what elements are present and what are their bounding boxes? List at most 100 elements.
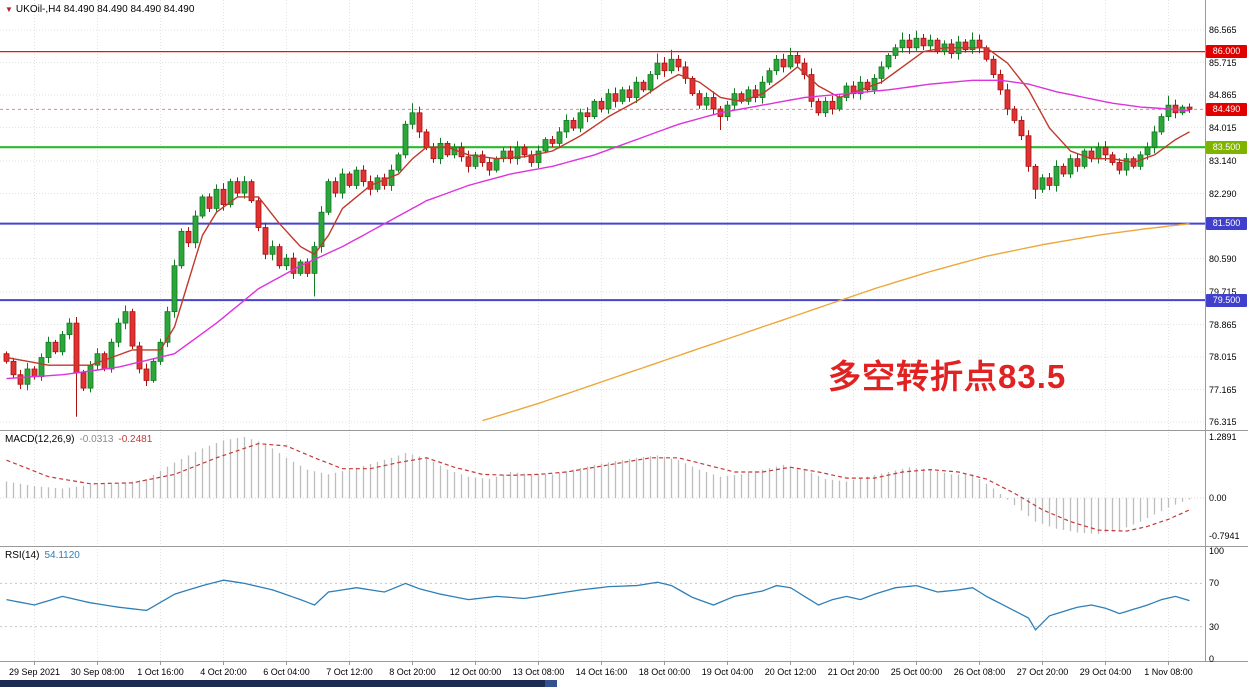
candle-body [563,120,570,133]
candle-body [17,374,24,385]
candle-body [248,181,255,202]
candle-body [675,58,682,68]
candle-body [1011,108,1018,121]
candle-body [269,246,276,255]
time-axis-label: 27 Oct 20:00 [1016,667,1069,677]
macd-signal-value: -0.2481 [118,434,153,445]
candle-body [465,156,472,167]
ma-slow-orange [482,223,1190,422]
candle-body [892,47,899,56]
time-axis-label: 1 Oct 16:00 [137,667,184,677]
price-axis-label: 82.290 [1209,188,1237,199]
candle-body [1165,104,1172,118]
candle-body [332,181,339,194]
rsi-pane [0,579,1205,631]
rsi-indicator-label: RSI(14) 54.1120 [5,550,80,561]
candle-body [577,112,584,129]
price-axis-label: 86.565 [1209,25,1237,35]
rsi-axis-label: 30 [1209,621,1220,632]
candle-body [192,215,199,244]
candle-body [773,58,780,72]
price-axis-label: 78.865 [1209,319,1237,330]
candle-body [171,265,178,313]
candle-body [1102,146,1109,156]
candle-body [241,181,248,194]
candle-body [822,100,829,114]
candle-body [108,341,115,370]
symbol-triangle-icon: ▼ [5,5,13,14]
candle-body [276,246,283,267]
candle-body [1186,106,1193,110]
candle-body [150,360,157,381]
ohlc-values: 84.490 84.490 84.490 84.490 [63,4,195,15]
candle-body [549,139,556,144]
candle-body [206,196,213,209]
candle-body [1123,158,1130,171]
price-axis-label: 79.715 [1209,287,1237,297]
taskbar-fragment [0,680,557,687]
candle-body [227,181,234,205]
candle-body [542,139,549,152]
time-axis-label: 30 Sep 08:00 [70,667,125,677]
candle-body [290,257,297,274]
candle-body [472,154,479,167]
candle-body [759,81,766,98]
candle-body [381,177,388,186]
candle-body [1144,146,1151,156]
candle-body [969,39,976,51]
candle-body [913,37,920,49]
price-badge: 84.490 [1206,102,1247,116]
price-axis-label: 85.715 [1209,57,1237,68]
chart-title: ▼ UKOil-,H4 84.490 84.490 84.490 84.490 [5,4,194,15]
macd-axis-label: -0.7941 [1209,530,1240,541]
time-axis-label: 14 Oct 16:00 [575,667,628,677]
candle-body [815,100,822,114]
time-axis-label: 18 Oct 00:00 [638,667,691,677]
candle-body [801,62,808,75]
candle-body [619,89,626,102]
candle-body [885,55,892,68]
candle-body [1046,177,1053,186]
candle-body [262,227,269,255]
candle-body [479,154,486,163]
candle-body [703,97,710,106]
candle-body [612,93,619,102]
price-badge: 79.500 [1206,293,1247,307]
candle-body [808,74,815,102]
time-axis-label: 26 Oct 08:00 [953,667,1006,677]
candle-body [661,62,668,72]
candle-body [899,39,906,49]
candle-body [444,142,451,156]
candle-body [45,341,52,358]
candle-body [920,37,927,47]
time-axis-label: 1 Nov 08:00 [1144,667,1193,677]
candle-body [514,146,521,160]
candle-body [997,74,1004,91]
taskbar-accent [545,680,557,687]
candle-body [780,58,787,68]
candle-body [927,39,934,47]
ma-fast-red [6,47,1190,366]
candle-body [199,196,206,217]
rsi-axis-label: 70 [1209,578,1220,589]
candle-body [990,58,997,75]
candle-body [38,357,45,378]
time-axis-label: 6 Oct 04:00 [263,667,310,677]
candle-body [185,230,192,244]
candle-body [59,334,66,353]
candle-body [843,85,850,98]
candle-body [486,162,493,171]
candle-body [906,39,913,49]
candle-body [213,188,220,209]
candle-body [395,154,402,171]
macd-pane [0,436,1205,534]
candle-body [976,39,983,49]
candle-body [10,360,17,376]
candle-body [507,150,514,160]
candle-body [346,173,353,186]
candle-body [668,58,675,72]
macd-signal-line [6,442,1190,532]
candle-body [220,188,227,205]
